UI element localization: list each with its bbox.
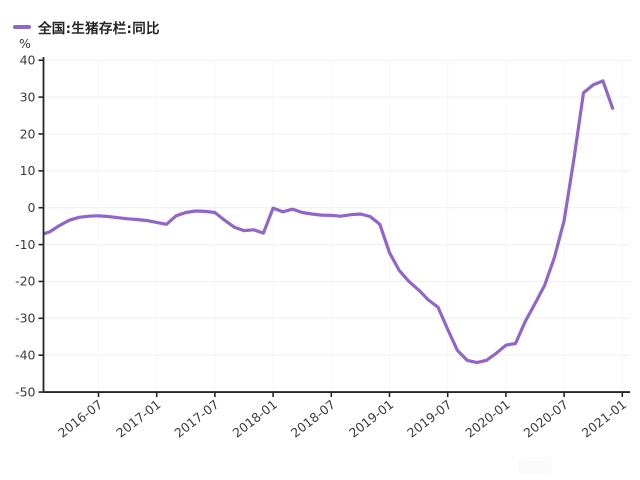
y-tick-label: 0 (28, 200, 36, 215)
legend-label: 全国:生猪存栏:同比 (38, 21, 160, 37)
y-tick-label: 20 (20, 126, 36, 141)
y-tick-label: -20 (15, 274, 35, 289)
y-tick-label: 40 (20, 53, 36, 68)
y-tick-label: -10 (15, 237, 35, 252)
x-tick-label: 2019-07 (404, 397, 454, 441)
y-tick-label: -30 (15, 311, 35, 326)
x-tick-label: 2020-01 (462, 397, 512, 441)
y-tick-label: 30 (20, 89, 36, 104)
x-tick-label: 2018-01 (230, 397, 280, 441)
y-tick-label: -50 (15, 384, 35, 399)
x-tick-label: 2017-07 (171, 397, 221, 441)
legend-line-marker (13, 25, 31, 29)
y-axis-unit-label: % (19, 36, 31, 51)
x-tick-label: 2019-01 (346, 397, 396, 441)
y-tick-label: 10 (20, 163, 36, 178)
x-tick-label: 2017-01 (113, 397, 163, 441)
x-tick-label: 2020-07 (521, 397, 571, 441)
series-line (43, 79, 615, 365)
x-tick-label: 2016-07 (55, 397, 105, 441)
x-tick-label: 2021-01 (579, 397, 629, 441)
y-tick-label: -40 (15, 347, 35, 362)
legend: 全国:生猪存栏:同比 (13, 17, 160, 37)
x-tick-label: 2018-07 (288, 397, 338, 441)
watermark (518, 457, 552, 474)
